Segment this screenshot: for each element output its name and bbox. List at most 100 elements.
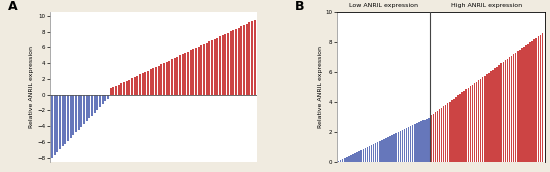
Bar [527, 44, 529, 162]
Bar [360, 150, 362, 162]
Bar [393, 134, 395, 162]
Bar [523, 47, 525, 162]
Bar [163, 63, 165, 95]
Bar [86, 95, 88, 121]
Bar [465, 89, 467, 162]
Bar [359, 151, 360, 162]
Bar [150, 69, 152, 95]
Bar [195, 48, 197, 95]
Bar [392, 135, 393, 162]
Bar [254, 20, 256, 95]
Bar [362, 149, 364, 162]
Bar [115, 86, 117, 95]
Bar [168, 61, 170, 95]
Bar [431, 115, 432, 162]
Bar [179, 55, 181, 95]
Bar [344, 158, 345, 162]
Bar [521, 48, 522, 162]
Bar [381, 140, 383, 162]
Bar [406, 128, 408, 162]
Bar [340, 160, 342, 162]
Bar [449, 102, 450, 162]
Bar [517, 51, 519, 162]
Bar [352, 154, 354, 162]
Bar [107, 95, 109, 99]
Bar [480, 79, 481, 162]
Bar [509, 57, 510, 162]
Bar [496, 67, 498, 162]
Bar [57, 95, 58, 152]
Bar [498, 65, 500, 162]
Bar [243, 25, 245, 95]
Bar [184, 53, 186, 95]
Bar [367, 147, 368, 162]
Bar [104, 95, 107, 101]
Bar [166, 62, 168, 95]
Bar [445, 105, 447, 162]
Bar [240, 26, 243, 95]
Bar [136, 76, 139, 95]
Text: Low ANRIL expression: Low ANRIL expression [349, 3, 419, 8]
Bar [511, 56, 512, 162]
Bar [504, 60, 506, 162]
Bar [354, 153, 356, 162]
Bar [152, 68, 155, 95]
Bar [206, 43, 208, 95]
Bar [476, 82, 477, 162]
Bar [531, 41, 533, 162]
Bar [379, 141, 381, 162]
Bar [155, 67, 157, 95]
Bar [147, 71, 149, 95]
Bar [492, 69, 494, 162]
Bar [365, 148, 366, 162]
Bar [434, 112, 436, 162]
Bar [500, 63, 502, 162]
Bar [126, 81, 128, 95]
Bar [187, 52, 189, 95]
Bar [542, 33, 543, 162]
Bar [389, 136, 391, 162]
Bar [94, 95, 96, 113]
Bar [525, 45, 527, 162]
Bar [368, 146, 370, 162]
Bar [383, 139, 384, 162]
Bar [482, 77, 483, 162]
Bar [174, 58, 176, 95]
Bar [371, 145, 372, 162]
Bar [54, 95, 56, 155]
Bar [494, 68, 496, 162]
Bar [78, 95, 80, 130]
Bar [145, 72, 146, 95]
Bar [519, 50, 520, 162]
Bar [472, 85, 473, 162]
Bar [348, 156, 350, 162]
Bar [356, 152, 358, 162]
Bar [408, 127, 409, 162]
Bar [230, 31, 232, 95]
Bar [350, 155, 351, 162]
Bar [490, 71, 492, 162]
Bar [400, 131, 401, 162]
Bar [414, 124, 416, 162]
Bar [211, 40, 213, 95]
Bar [457, 95, 459, 162]
Bar [251, 21, 253, 95]
Bar [80, 95, 82, 127]
Bar [486, 74, 488, 162]
Bar [375, 143, 376, 162]
Bar [73, 95, 74, 135]
Bar [478, 80, 480, 162]
Bar [238, 28, 240, 95]
Bar [51, 95, 53, 158]
Bar [447, 103, 448, 162]
Bar [398, 132, 399, 162]
Bar [529, 42, 531, 162]
Text: B: B [295, 0, 304, 13]
Bar [214, 39, 216, 95]
Bar [416, 123, 417, 162]
Bar [161, 64, 162, 95]
Bar [420, 121, 422, 162]
Bar [346, 157, 348, 162]
Bar [432, 114, 434, 162]
Bar [338, 161, 339, 162]
